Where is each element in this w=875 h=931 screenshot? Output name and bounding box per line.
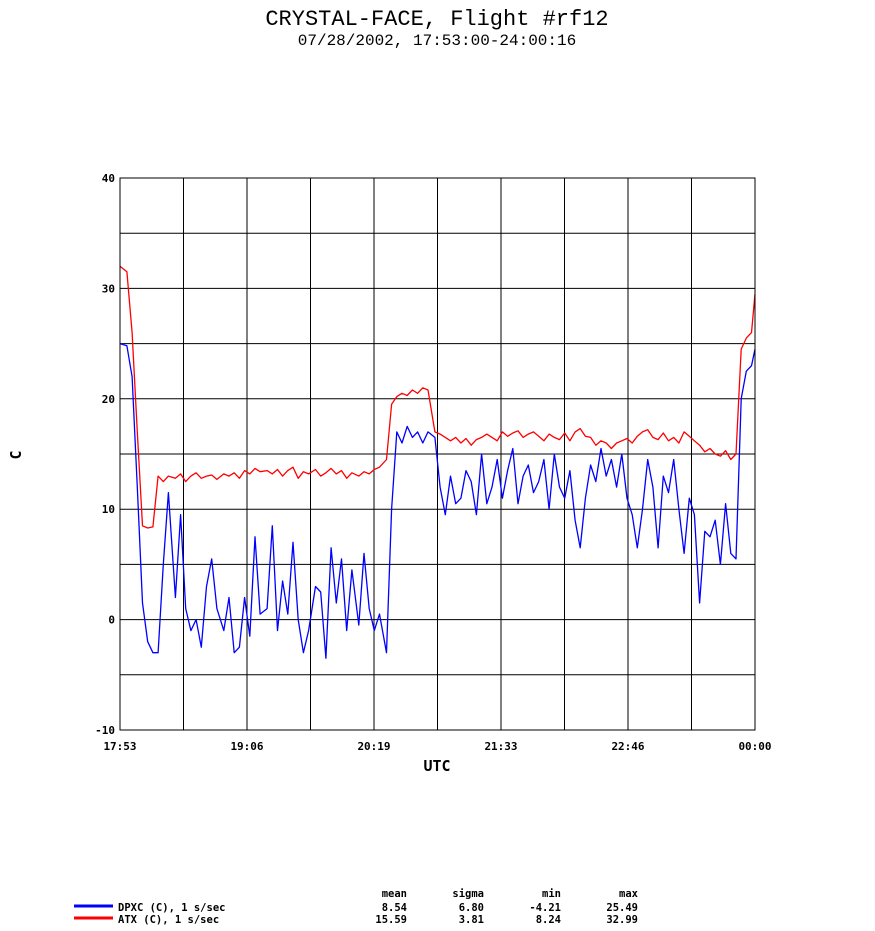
y-tick-label: 10 bbox=[102, 503, 115, 516]
x-tick-label: 19:06 bbox=[230, 740, 263, 753]
series-line-dpxc bbox=[119, 342, 756, 659]
stats-header-mean: mean bbox=[382, 888, 407, 900]
y-tick-label: 20 bbox=[102, 393, 115, 406]
stat-atx-mean: 15.59 bbox=[375, 914, 407, 926]
grid bbox=[120, 178, 755, 730]
y-tick-label: -10 bbox=[95, 724, 115, 737]
y-tick-label: 0 bbox=[108, 614, 115, 627]
stat-dpxc-min: -4.21 bbox=[529, 902, 561, 914]
series-lines bbox=[119, 265, 756, 659]
y-axis-label: C bbox=[7, 450, 25, 459]
stat-atx-min: 8.24 bbox=[536, 914, 561, 926]
stats-table: mean sigma min max DPXC (C), 1 s/sec 8.5… bbox=[74, 888, 639, 926]
legend-label-atx: ATX (C), 1 s/sec bbox=[118, 914, 219, 926]
legend-label-dpxc: DPXC (C), 1 s/sec bbox=[118, 902, 225, 914]
stat-dpxc-sigma: 6.80 bbox=[459, 902, 484, 914]
plot-frame bbox=[119, 177, 756, 731]
y-tick-label: 40 bbox=[102, 172, 115, 185]
stats-header-max: max bbox=[619, 888, 639, 900]
x-axis-label: UTC bbox=[423, 757, 450, 775]
stat-atx-sigma: 3.81 bbox=[459, 914, 484, 926]
y-tick-label: 30 bbox=[102, 282, 115, 295]
chart-subtitle: 07/28/2002, 17:53:00-24:00:16 bbox=[298, 32, 576, 50]
stat-dpxc-mean: 8.54 bbox=[382, 902, 407, 914]
x-tick-label: 17:53 bbox=[103, 740, 136, 753]
y-tick-labels: -10 0 10 20 30 40 bbox=[95, 172, 115, 737]
x-tick-label: 00:00 bbox=[738, 740, 771, 753]
x-tick-labels: 17:53 19:06 20:19 21:33 22:46 00:00 bbox=[103, 740, 771, 753]
x-tick-label: 21:33 bbox=[484, 740, 517, 753]
stats-header-sigma: sigma bbox=[452, 888, 484, 900]
stats-header-min: min bbox=[542, 888, 561, 900]
x-tick-label: 20:19 bbox=[357, 740, 390, 753]
x-tick-label: 22:46 bbox=[611, 740, 644, 753]
series-line-atx bbox=[119, 265, 756, 529]
stat-atx-max: 32.99 bbox=[606, 914, 638, 926]
chart-title: CRYSTAL-FACE, Flight #rf12 bbox=[265, 7, 608, 32]
stat-dpxc-max: 25.49 bbox=[606, 902, 638, 914]
